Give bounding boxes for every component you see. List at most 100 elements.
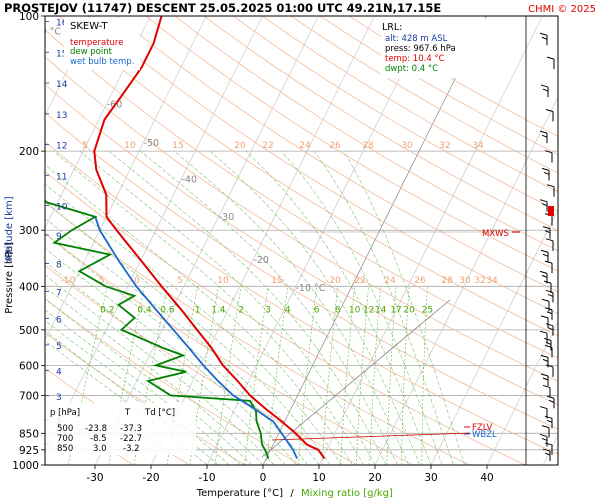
adiabat-label: 28 <box>441 276 453 286</box>
altitude-tick-label: 4 <box>56 368 62 378</box>
mixing-ratio-label: 1.4 <box>211 305 226 315</box>
mixing-ratio-label: 14 <box>375 305 387 315</box>
altitude-tick-label: 16 <box>56 19 68 29</box>
mixing-ratio-label: 17 <box>390 305 401 315</box>
adiabat-label: 5 <box>82 141 88 151</box>
adiabat-label: 28 <box>362 141 374 151</box>
y-tick-label: 600 <box>19 360 39 372</box>
adiabat-label: 22 <box>354 276 365 286</box>
mixing-ratio-label: 1 <box>195 305 201 315</box>
x-axis-label-sep: / <box>290 488 294 499</box>
wet-bulb-line <box>94 216 298 459</box>
table-header-p: p [hPa] <box>50 408 80 418</box>
adiabat-label: 0 <box>134 276 140 286</box>
table-row-t: -23.8 <box>85 424 107 434</box>
table-row-p: 700 <box>57 434 73 444</box>
adiabat-label: -10 <box>61 276 76 286</box>
temperature-line <box>93 16 326 460</box>
table-row-td: -22.7 <box>120 434 142 444</box>
x-tick-label: -10 <box>198 472 215 484</box>
y-tick-label: 925 <box>19 445 39 457</box>
x-tick-label: -20 <box>142 472 159 484</box>
altitude-tick-label: 10 <box>56 203 68 213</box>
adiabat-label: 5 <box>177 276 183 286</box>
table-row-p: 500 <box>57 424 73 434</box>
x-tick-label: 30 <box>424 472 437 484</box>
adiabat-label: 26 <box>414 276 426 286</box>
adiabat-label: 20 <box>234 141 246 151</box>
adiabat-label: 24 <box>384 276 396 286</box>
altitude-tick-label: 6 <box>56 316 62 326</box>
mixing-ratio-label: 3 <box>265 305 271 315</box>
table-row-td: -3.2 <box>123 444 140 454</box>
adiabat-label: -5 <box>96 276 105 286</box>
isotherm-label: -10 °C <box>295 283 325 294</box>
levels-table: p [hPa] T Td [°C] 500 -23.8 -37.3 700 -8… <box>50 408 175 454</box>
table-header-td: Td [°C] <box>144 408 175 418</box>
mixing-ratio-label: 4 <box>285 305 291 315</box>
altitude-tick-label: 11 <box>56 172 67 182</box>
mixing-ratio-label: 2 <box>238 305 244 315</box>
y-axis-label-pressure: Pressure [hPa] <box>4 242 15 314</box>
x-axis-label-temp: Temperature [°C] <box>196 488 283 499</box>
x-tick-label: 20 <box>368 472 381 484</box>
adiabat-label: 34 <box>472 141 484 151</box>
adiabat-label: 22 <box>262 141 273 151</box>
lrl-altitude: alt: 428 m ASL <box>385 34 448 44</box>
altitude-tick-label: 13 <box>56 111 67 121</box>
x-tick-label: 40 <box>480 472 493 484</box>
lrl-pressure: press: 967.6 hPa <box>385 44 456 54</box>
altitude-tick-label: 8 <box>56 261 62 271</box>
legend-dew-point: dew point <box>70 47 113 57</box>
lrl-title: LRL: <box>382 22 402 33</box>
marker-mxws: MXWS <box>482 229 509 239</box>
mixing-ratio-label: 0.4 <box>137 305 152 315</box>
mixing-ratio-label: 10 <box>349 305 361 315</box>
adiabat-label: 30 <box>401 141 413 151</box>
adiabat-label: 24 <box>299 141 311 151</box>
y-tick-label: 1000 <box>12 460 39 472</box>
altitude-tick-label: 7 <box>56 288 62 298</box>
mixing-ratio-label: 12 <box>363 305 374 315</box>
chart-title: PROSTEJOV (11747) DESCENT 25.05.2025 01:… <box>4 1 441 15</box>
adiabat-label: 32 <box>474 276 485 286</box>
mixing-ratio-label: 8 <box>335 305 341 315</box>
altitude-tick-label: 3 <box>56 393 62 403</box>
adiabat-label: 26 <box>329 141 341 151</box>
legend-wet-bulb: wet bulb temp. <box>70 57 134 67</box>
x-tick-label: -30 <box>86 472 103 484</box>
mixing-ratio-label: 20 <box>403 305 415 315</box>
altitude-tick-label: 5 <box>56 342 62 352</box>
adiabat-label: 15 <box>172 141 183 151</box>
mixing-ratio-label: 0.2 <box>100 305 114 315</box>
legend-temperature: temperature <box>70 38 123 48</box>
table-header-t: T <box>124 408 131 418</box>
adiabat-label: 20 <box>329 276 341 286</box>
y-tick-label: 700 <box>19 390 39 402</box>
adiabat-label: 10 <box>217 276 229 286</box>
table-row-p: 850 <box>57 444 73 454</box>
table-row-t: -8.5 <box>90 434 107 444</box>
table-row-t: 3.0 <box>93 444 107 454</box>
y-tick-label: 100 <box>19 11 39 23</box>
adiabat-label: 15 <box>271 276 282 286</box>
adiabat-label: 32 <box>439 141 450 151</box>
adiabat-label: 30 <box>459 276 471 286</box>
legend-title: SKEW-T <box>70 21 108 32</box>
y-tick-label: 300 <box>19 225 39 237</box>
table-row-td: -37.3 <box>120 424 142 434</box>
y-tick-label: 200 <box>19 146 39 158</box>
marker-wbzl: WBZL <box>472 430 497 440</box>
copyright: CHMI © 2025 <box>528 4 596 15</box>
x-tick-label: 10 <box>312 472 325 484</box>
x-tick-label: 0 <box>260 472 267 484</box>
mixing-ratio-label: 25 <box>422 305 433 315</box>
mixing-ratio-label: 6 <box>314 305 320 315</box>
isotherm-label: -30 <box>219 212 235 223</box>
mixing-ratio-label: 0.6 <box>160 305 175 315</box>
isotherm-label: -40 <box>181 175 197 186</box>
y-tick-label: 500 <box>19 325 39 337</box>
adiabat-label: 34 <box>486 276 498 286</box>
